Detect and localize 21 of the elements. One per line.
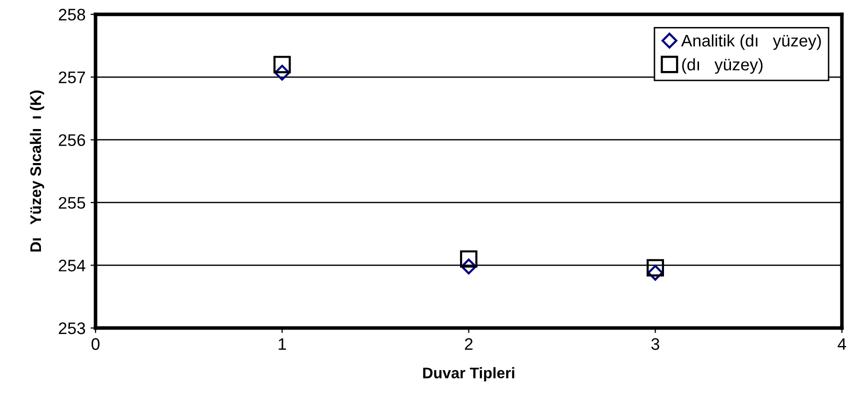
point <box>460 258 477 274</box>
point <box>273 56 291 74</box>
x-tick-label: 4 <box>838 338 846 350</box>
point <box>647 264 664 281</box>
x-tick-label: 0 <box>92 338 100 350</box>
x-tick-label: 3 <box>651 338 660 350</box>
legend-label: (dı yüzey) <box>682 58 763 74</box>
y-tick-label: 254 <box>58 260 86 272</box>
point <box>274 64 290 81</box>
y-axis-title: Dı Yüzey Sıcaklı ı (K) <box>30 90 44 252</box>
point <box>646 259 664 276</box>
legend-label: Analitik (dı yüzey) <box>681 34 821 50</box>
point <box>460 250 478 268</box>
x-tick-label: 1 <box>278 338 286 350</box>
y-tick-label: 255 <box>58 196 86 209</box>
y-tick-label: 256 <box>58 134 86 146</box>
y-tick-label: 258 <box>58 8 86 21</box>
y-tick-label: 253 <box>58 322 86 334</box>
y-tick-label: 257 <box>58 71 85 84</box>
x-axis-title: Duvar Tipleri <box>423 367 514 382</box>
x-tick-label: 2 <box>464 338 473 350</box>
